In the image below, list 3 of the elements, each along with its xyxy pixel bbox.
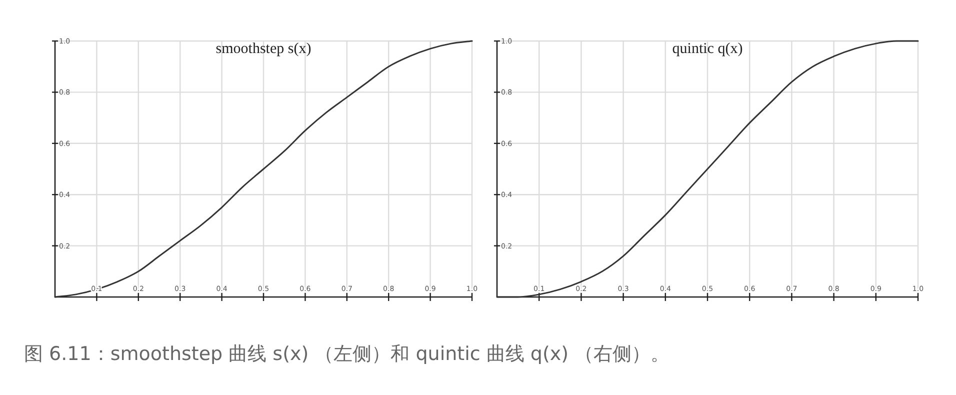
caption: 图 6.11：smoothstep 曲线 s(x) （左侧）和 quintic 曲线 q(x) （右侧）。 — [24, 343, 670, 365]
chart-title: smoothstep s(x) — [216, 41, 312, 57]
chart-title: quintic q(x) — [672, 41, 743, 57]
